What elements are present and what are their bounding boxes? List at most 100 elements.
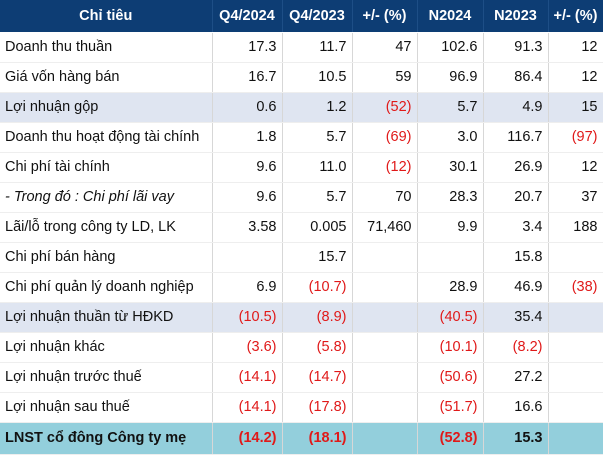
cell-q4-2024: 9.6 xyxy=(212,182,283,213)
cell-year-change: 12 xyxy=(548,62,603,93)
table-row: Lợi nhuận thuần từ HĐKD (10.5) (8.9) (40.5)… xyxy=(0,302,603,333)
row-label: LNST cổ đông Công ty mẹ xyxy=(0,422,213,455)
cell-n2024: 9.9 xyxy=(417,212,484,243)
row-label: Lợi nhuận khác xyxy=(0,332,213,363)
row-label: - Trong đó : Chi phí lãi vay xyxy=(0,182,213,213)
row-label: Doanh thu hoạt động tài chính xyxy=(0,122,213,153)
cell-q4-2023: (10.7) xyxy=(282,272,353,303)
cell-year-change xyxy=(548,422,603,455)
cell-year-change xyxy=(548,242,603,273)
row-label: Chi phí bán hàng xyxy=(0,242,213,273)
cell-year-change: 15 xyxy=(548,92,603,123)
table-row: Lợi nhuận trước thuế (14.1) (14.7) (50.6) 27… xyxy=(0,362,603,393)
cell-n2024: 30.1 xyxy=(417,152,484,183)
row-label: Lợi nhuận trước thuế xyxy=(0,362,213,393)
table-row: Chi phí bán hàng 15.7 15.8 xyxy=(0,242,603,273)
cell-n2023: 4.9 xyxy=(483,92,549,123)
cell-quarter-change xyxy=(352,272,418,303)
row-label: Chi phí quản lý doanh nghiệp xyxy=(0,272,213,303)
table-row: Doanh thu hoạt động tài chính 1.8 5.7 (69) 3… xyxy=(0,122,603,153)
cell-q4-2024: 3.58 xyxy=(212,212,283,243)
cell-q4-2023: 11.7 xyxy=(282,32,353,63)
cell-q4-2023: 5.7 xyxy=(282,182,353,213)
cell-quarter-change xyxy=(352,392,418,423)
table-row: Chi phí quản lý doanh nghiệp 6.9 (10.7) 28.… xyxy=(0,272,603,303)
cell-n2023: 27.2 xyxy=(483,362,549,393)
header-n2024: N2024 xyxy=(417,0,484,33)
row-label: Lãi/lỗ trong công ty LD, LK xyxy=(0,212,213,243)
cell-q4-2023: (17.8) xyxy=(282,392,353,423)
row-label: Chi phí tài chính xyxy=(0,152,213,183)
cell-quarter-change xyxy=(352,302,418,333)
header-row: Chỉ tiêu Q4/2024 Q4/2023 +/- (%) N2024 N… xyxy=(0,0,603,33)
cell-q4-2024: (14.1) xyxy=(212,392,283,423)
cell-q4-2024: (3.6) xyxy=(212,332,283,363)
cell-quarter-change: (52) xyxy=(352,92,418,123)
cell-q4-2024: 1.8 xyxy=(212,122,283,153)
cell-n2023: (8.2) xyxy=(483,332,549,363)
cell-q4-2023: (18.1) xyxy=(282,422,353,455)
cell-n2023: 91.3 xyxy=(483,32,549,63)
cell-n2023: 15.8 xyxy=(483,242,549,273)
cell-n2023: 26.9 xyxy=(483,152,549,183)
cell-year-change: 188 xyxy=(548,212,603,243)
financial-table: Chỉ tiêu Q4/2024 Q4/2023 +/- (%) N2024 N… xyxy=(0,0,603,455)
cell-n2023: 116.7 xyxy=(483,122,549,153)
cell-q4-2024: 9.6 xyxy=(212,152,283,183)
cell-quarter-change xyxy=(352,362,418,393)
cell-n2024: 28.3 xyxy=(417,182,484,213)
cell-year-change xyxy=(548,332,603,363)
cell-n2024: (52.8) xyxy=(417,422,484,455)
cell-q4-2023: 11.0 xyxy=(282,152,353,183)
cell-q4-2023: (14.7) xyxy=(282,362,353,393)
table-row: Lợi nhuận sau thuế (14.1) (17.8) (51.7) 16.6 xyxy=(0,392,603,423)
table-row: Lãi/lỗ trong công ty LD, LK 3.58 0.005 71,4… xyxy=(0,212,603,243)
cell-q4-2024: (10.5) xyxy=(212,302,283,333)
row-label: Lợi nhuận sau thuế xyxy=(0,392,213,423)
row-label: Lợi nhuận thuần từ HĐKD xyxy=(0,302,213,333)
cell-q4-2024 xyxy=(212,242,283,273)
header-q4-2024: Q4/2024 xyxy=(212,0,283,33)
cell-q4-2024: 16.7 xyxy=(212,62,283,93)
cell-q4-2023: 10.5 xyxy=(282,62,353,93)
cell-n2023: 35.4 xyxy=(483,302,549,333)
table-row: Giá vốn hàng bán 16.7 10.5 59 96.9 86.4 12 xyxy=(0,62,603,93)
cell-quarter-change: 70 xyxy=(352,182,418,213)
cell-q4-2023: 0.005 xyxy=(282,212,353,243)
header-n2023: N2023 xyxy=(483,0,549,33)
cell-n2023: 3.4 xyxy=(483,212,549,243)
cell-year-change: 37 xyxy=(548,182,603,213)
row-label: Giá vốn hàng bán xyxy=(0,62,213,93)
cell-q4-2023: 15.7 xyxy=(282,242,353,273)
cell-quarter-change xyxy=(352,422,418,455)
cell-n2024: 102.6 xyxy=(417,32,484,63)
cell-n2023: 20.7 xyxy=(483,182,549,213)
table-row: Lợi nhuận khác (3.6) (5.8) (10.1) (8.2) xyxy=(0,332,603,363)
cell-year-change xyxy=(548,392,603,423)
cell-q4-2024: (14.1) xyxy=(212,362,283,393)
cell-year-change xyxy=(548,302,603,333)
cell-year-change: 12 xyxy=(548,32,603,63)
cell-n2024: (50.6) xyxy=(417,362,484,393)
cell-n2024: (10.1) xyxy=(417,332,484,363)
table-row: Chi phí tài chính 9.6 11.0 (12) 30.1 26.9 12 xyxy=(0,152,603,183)
cell-q4-2023: (8.9) xyxy=(282,302,353,333)
cell-quarter-change: 71,460 xyxy=(352,212,418,243)
cell-n2023: 86.4 xyxy=(483,62,549,93)
cell-q4-2023: 5.7 xyxy=(282,122,353,153)
cell-q4-2023: 1.2 xyxy=(282,92,353,123)
cell-year-change: 12 xyxy=(548,152,603,183)
cell-n2024: 96.9 xyxy=(417,62,484,93)
cell-n2024 xyxy=(417,242,484,273)
cell-quarter-change: 59 xyxy=(352,62,418,93)
table-row: Doanh thu thuần 17.3 11.7 47 102.6 91.3 12 xyxy=(0,32,603,63)
cell-year-change xyxy=(548,362,603,393)
header-quarter-change: +/- (%) xyxy=(352,0,418,33)
cell-year-change: (97) xyxy=(548,122,603,153)
cell-n2023: 15.3 xyxy=(483,422,549,455)
cell-quarter-change: (12) xyxy=(352,152,418,183)
header-q4-2023: Q4/2023 xyxy=(282,0,353,33)
table-row: - Trong đó : Chi phí lãi vay 9.6 5.7 70 28.3… xyxy=(0,182,603,213)
cell-quarter-change xyxy=(352,242,418,273)
cell-q4-2024: 6.9 xyxy=(212,272,283,303)
